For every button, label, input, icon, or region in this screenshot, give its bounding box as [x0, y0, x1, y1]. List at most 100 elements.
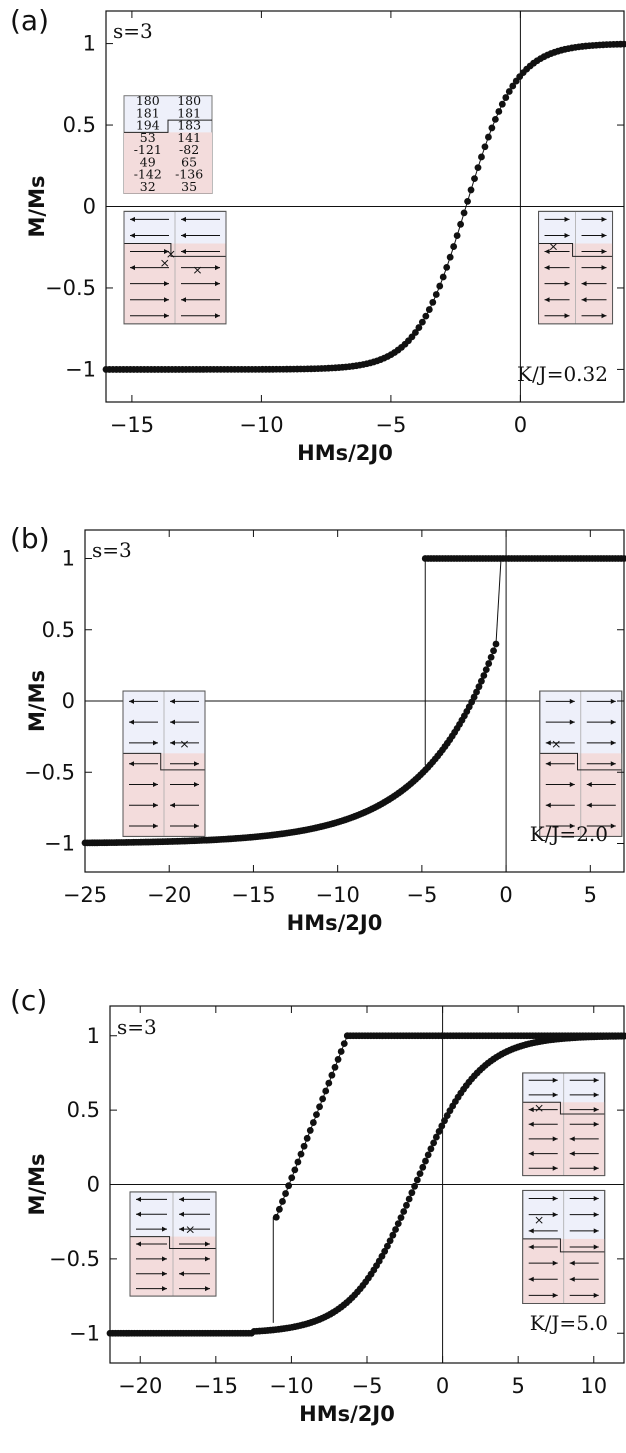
y-tick-label: 0: [83, 195, 96, 219]
spin-arrowhead: [545, 802, 551, 808]
spin-arrowhead: [569, 1151, 575, 1157]
x-axis-label: HMs/2J0: [297, 441, 393, 465]
spin-arrowhead: [153, 823, 158, 829]
spin-arrowhead: [528, 1107, 534, 1113]
spin-arrowhead: [601, 313, 607, 319]
x-tick-label: −5: [352, 1374, 383, 1398]
spin-arrowhead: [569, 781, 575, 787]
magnetization-point: [422, 312, 430, 320]
x-tick-label: −10: [239, 413, 283, 437]
y-tick-label: 0: [62, 689, 75, 713]
x-tick-label: 0: [436, 1374, 449, 1398]
inset-group: × × ×: [129, 1072, 606, 1304]
spin-arrowhead: [564, 313, 570, 319]
magnetization-point: [439, 273, 447, 281]
smooth-branch-point: [389, 1231, 397, 1239]
spin-arrowhead: [593, 1292, 599, 1298]
upper-linear-branch-line: [275, 1035, 348, 1218]
spin-inset-left: ×× ×: [123, 210, 227, 325]
panel-label: (c): [10, 984, 47, 1017]
spin-arrowhead: [569, 1276, 575, 1282]
spin-arrowhead: [586, 802, 592, 808]
table-cell: 181: [177, 105, 201, 120]
smooth-branch-point: [403, 1201, 410, 1209]
x-tick-label: 5: [584, 883, 597, 907]
cross-mark: ×: [534, 1100, 544, 1115]
spin-arrowhead: [136, 1241, 141, 1247]
y-tick-label: 0.5: [63, 113, 96, 137]
magnetization-point: [418, 318, 426, 326]
table-cell: 180: [136, 93, 160, 108]
inset-domain-wall: [123, 752, 205, 771]
magnetization-point: [620, 40, 626, 48]
x-axis-label: HMs/2J0: [287, 911, 383, 935]
table-cell: 141: [177, 130, 201, 145]
smooth-branch-point: [397, 1214, 405, 1222]
magnetization-point: [429, 298, 437, 306]
inset-border: [129, 1191, 217, 1297]
magnetization-point: [415, 324, 423, 331]
y-tick-label: 0.5: [67, 1098, 100, 1122]
spin-arrowhead: [564, 281, 570, 287]
upper-linear-branch-point: [282, 1190, 289, 1197]
magnetization-point: [412, 329, 419, 336]
x-tick-label: −20: [147, 883, 191, 907]
smooth-branch-point: [411, 1182, 418, 1190]
upper-linear-branch-point: [334, 1056, 342, 1063]
magnetization-point: [436, 282, 444, 290]
spin-arrowhead: [593, 1228, 599, 1234]
chart-c: (c) × × × −20 −15 −10 −5 0 5 10 −1 −0.5 0 0.5 1 HMs/2J0 M…: [10, 984, 626, 1426]
upper-linear-branch-point: [306, 1127, 314, 1134]
spin-arrowhead: [544, 249, 550, 255]
smooth-branch-point: [408, 1189, 416, 1197]
x-tick-label: −15: [110, 413, 154, 437]
table-cell: 183: [177, 118, 201, 133]
panel-a: (a) 180 180 181 181 194 183 53 141 -121 -82 49 65 -14…: [0, 0, 626, 470]
upper-linear-branch-point: [285, 1182, 293, 1190]
spin-arrowhead: [215, 281, 220, 287]
magnetization-point: [443, 263, 451, 271]
spin-arrowhead: [130, 265, 135, 271]
magnetization-point: [457, 220, 465, 228]
smooth-branch-point: [405, 1195, 413, 1203]
inset-border: [522, 1072, 606, 1177]
upper-linear-branch-point: [291, 1166, 299, 1174]
table-cell: 53: [140, 130, 156, 145]
spin-arrowhead: [162, 1271, 167, 1277]
spin-arrowhead: [593, 1077, 599, 1083]
spin-arrowhead: [569, 823, 575, 829]
cross-mark: ×: [551, 736, 561, 751]
spin-arrowhead: [593, 1196, 599, 1202]
cross-mark: ×: [192, 262, 202, 277]
spin-arrowhead: [181, 232, 186, 238]
smooth-branch-point: [427, 1145, 435, 1153]
y-axis-label: M/Ms: [25, 670, 49, 732]
table-cell: -82: [179, 142, 199, 157]
smooth-branch-point: [400, 1208, 408, 1215]
annotation-s: s=3: [113, 19, 153, 43]
smooth-branch-point: [438, 1122, 446, 1130]
smooth-branch-point: [386, 1237, 394, 1245]
lower-branch-point: [482, 666, 490, 674]
inset-border: [122, 690, 206, 837]
magnetization-point: [425, 306, 433, 313]
spin-arrowhead: [610, 740, 616, 746]
x-tick-label: −5: [406, 883, 437, 907]
upper-linear-branch-point: [294, 1158, 302, 1166]
smooth-branch-point: [394, 1220, 402, 1228]
upper-linear-branch-point: [303, 1134, 311, 1142]
table-domain-wall: [124, 119, 212, 133]
switch-line-up: [495, 558, 502, 645]
spin-arrowhead: [552, 1165, 558, 1171]
spin-arrowhead: [545, 740, 551, 746]
lower-branch-point: [475, 683, 483, 691]
smooth-branch-point: [378, 1252, 386, 1260]
spin-arrowhead: [164, 313, 169, 319]
x-tick-label: −20: [118, 1374, 162, 1398]
spin-arrowhead: [610, 719, 616, 725]
inset-domain-wall: [130, 1236, 216, 1249]
lower-branch-point: [477, 677, 485, 685]
table-pink-region: [124, 132, 212, 194]
lower-branch-point: [480, 672, 488, 679]
